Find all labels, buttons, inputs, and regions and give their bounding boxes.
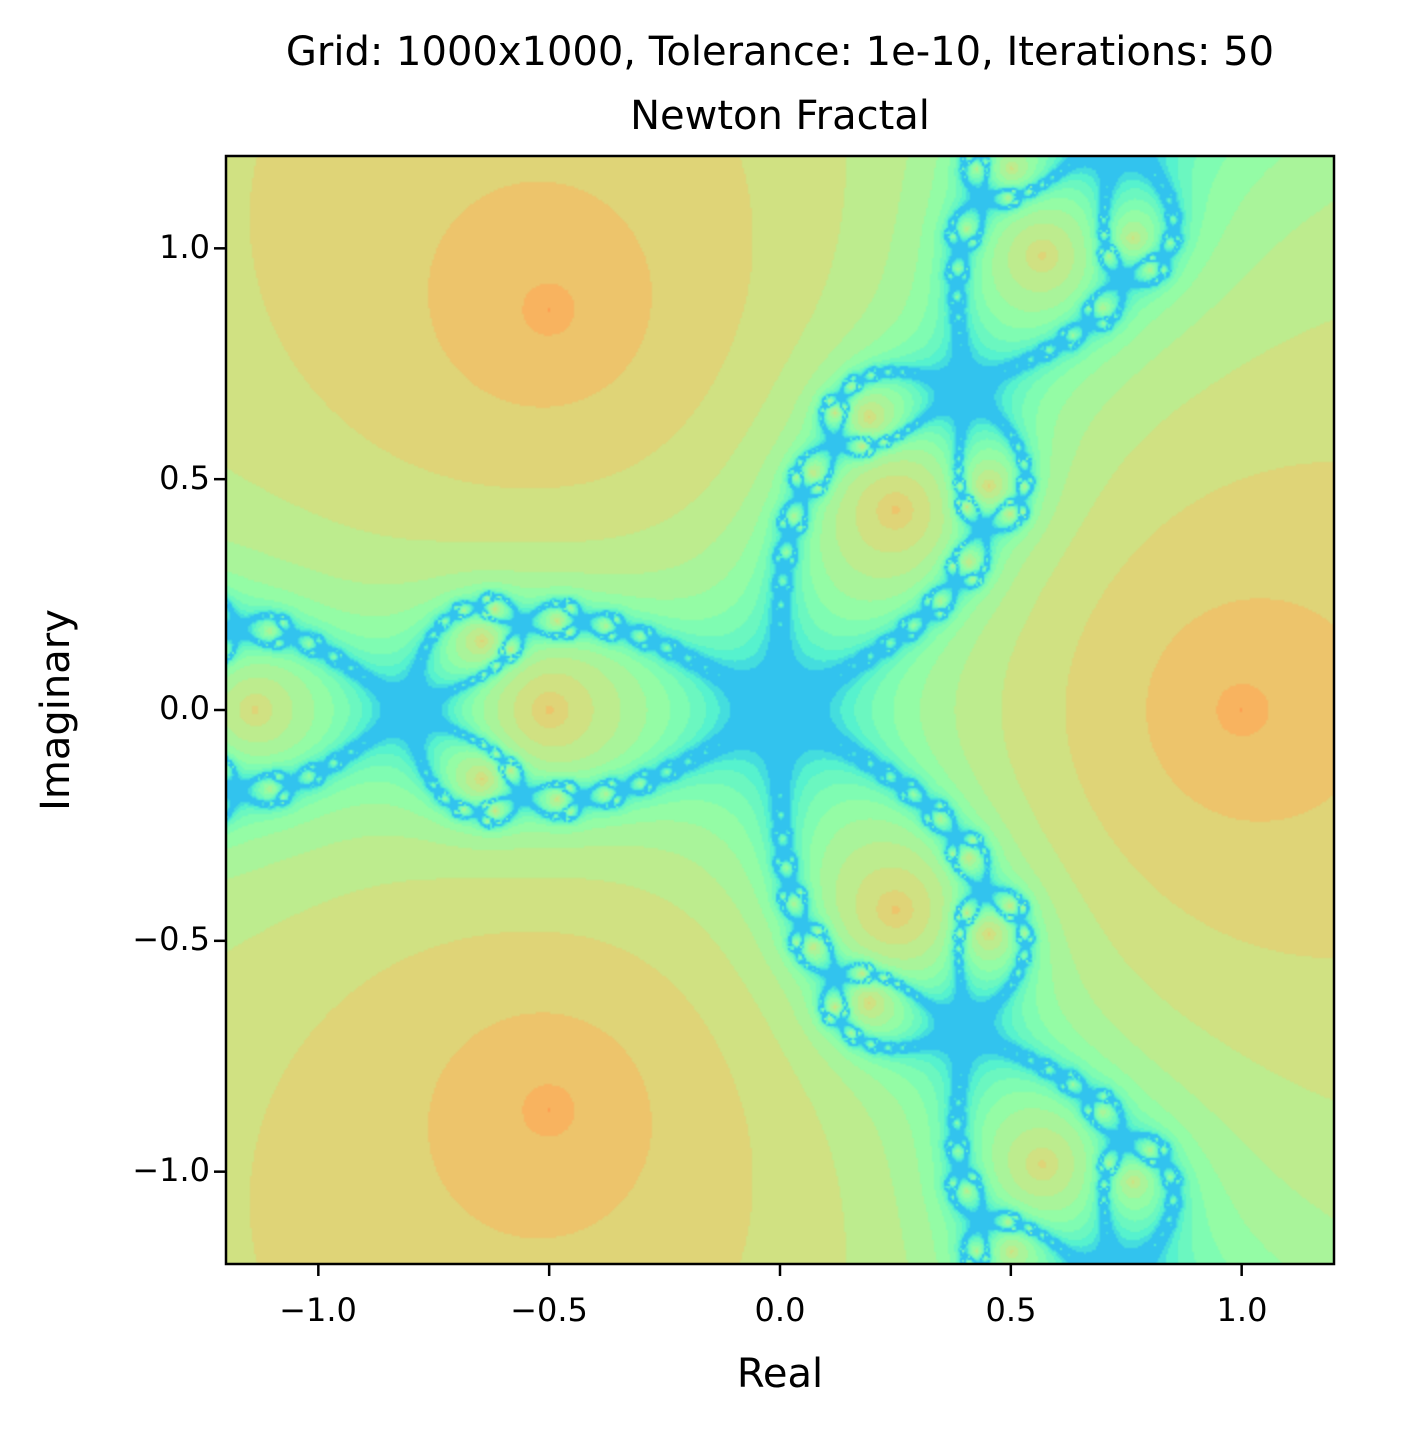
plot-border	[224, 154, 1336, 1266]
x-tick-label: −1.0	[279, 1291, 357, 1329]
x-tick-label: 0.0	[754, 1291, 806, 1329]
y-tick-label: 0.5	[159, 459, 210, 497]
y-tick-label: −0.5	[132, 920, 210, 958]
chart-title: Grid: 1000x1000, Tolerance: 1e-10, Itera…	[285, 29, 1275, 75]
y-axis-label: Imaginary	[33, 609, 79, 811]
tick-marks	[214, 247, 1243, 1276]
fractal-heatmap	[226, 156, 1334, 1264]
x-tick-label: 1.0	[1216, 1291, 1268, 1329]
chart-subtitle: Newton Fractal	[630, 93, 930, 139]
y-tick-label: −1.0	[132, 1151, 210, 1189]
x-tick-label: 0.5	[985, 1291, 1037, 1329]
x-tick-label: −0.5	[510, 1291, 588, 1329]
y-tick-label: 1.0	[159, 228, 210, 266]
x-axis-label: Real	[736, 1351, 824, 1397]
y-tick-label: 0.0	[159, 689, 210, 727]
